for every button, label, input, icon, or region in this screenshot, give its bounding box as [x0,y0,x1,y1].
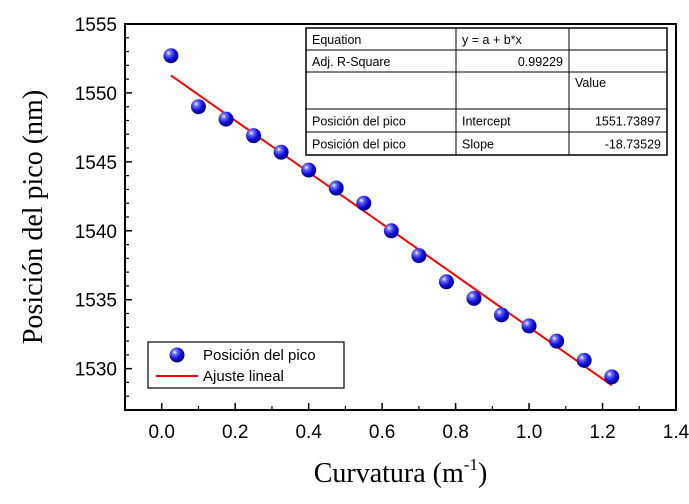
y-tick-label: 1540 [75,222,117,243]
data-point [328,180,344,196]
data-point [411,248,427,264]
table-cell: 1551.73897 [595,115,661,129]
table-cell: Posición del pico [312,138,406,152]
data-point [549,333,565,349]
table-cell: 0.99229 [518,55,563,69]
legend-label: Posición del pico [203,347,316,364]
x-axis-title: Curvatura (m-1) [314,455,488,489]
x-tick-label: 0.0 [149,422,175,443]
y-tick-label: 1555 [75,15,117,36]
data-point [576,352,592,368]
data-point [218,111,234,127]
x-tick-label: 0.8 [442,422,468,443]
data-point [383,223,399,239]
data-point [521,318,537,334]
x-tick-label: 0.4 [295,422,322,443]
y-tick-label: 1545 [75,153,117,174]
x-tick-label: 1.0 [516,422,542,443]
x-tick-label: 0.6 [369,422,395,443]
data-point [604,369,620,385]
fit-table [305,27,668,156]
table-cell: Slope [462,138,494,152]
data-point [163,48,179,64]
data-point [438,274,454,290]
data-point [301,162,317,178]
data-point [356,195,372,211]
y-axis-title: Posición del pico (nm) [18,90,49,344]
data-point [466,290,482,306]
data-point [273,144,289,160]
y-tick-label: 1530 [75,360,117,381]
x-tick-label: 1.4 [663,422,689,443]
data-point [494,307,510,323]
legend-marker-points [169,347,185,363]
x-tick-label: 1.2 [589,422,615,443]
data-point [246,128,262,144]
legend-label: Ajuste lineal [203,368,284,385]
y-tick-label: 1550 [75,84,117,105]
table-cell: Posición del pico [312,115,406,129]
table-cell: Equation [312,33,361,47]
table-cell: -18.73529 [605,138,661,152]
table-cell: Adj. R-Square [312,55,391,69]
data-point [190,99,206,115]
table-cell: Value [575,76,606,90]
table-cell: Intercept [462,115,511,129]
y-tick-label: 1535 [75,291,117,312]
x-tick-label: 0.2 [222,422,248,443]
table-cell: y = a + b*x [462,33,523,47]
